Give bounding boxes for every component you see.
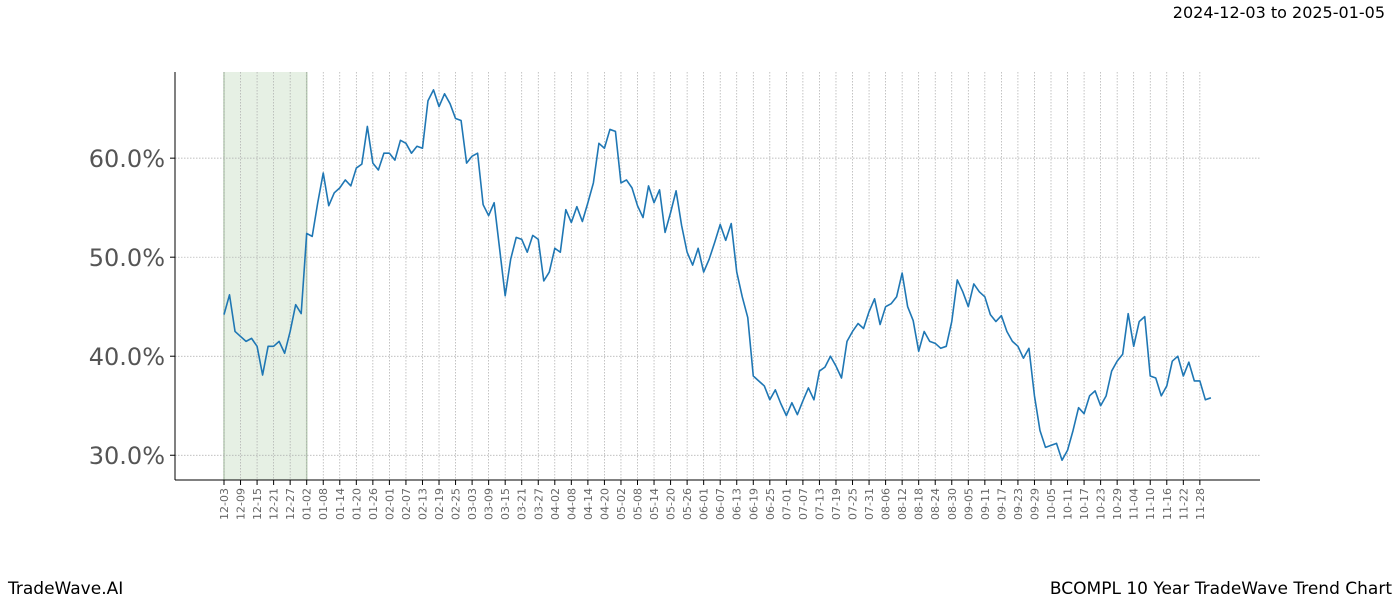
y-tick-label: 60.0% (89, 145, 165, 173)
x-tick-label: 12-09 (235, 488, 248, 520)
x-tick-label: 04-08 (565, 488, 578, 520)
line-series (223, 89, 1212, 461)
x-tick-label: 04-02 (549, 488, 562, 520)
x-tick-label: 11-28 (1194, 488, 1207, 520)
x-tick-label: 02-19 (433, 488, 446, 520)
footer-right: BCOMPL 10 Year TradeWave Trend Chart (1050, 579, 1392, 599)
x-tick-label: 10-23 (1095, 488, 1108, 520)
x-tick-label: 05-20 (665, 488, 678, 520)
y-tick-label: 40.0% (89, 343, 165, 371)
x-tick-label: 09-23 (1012, 488, 1025, 520)
subtitle: 2024-12-03 to 2025-01-05 (1173, 3, 1385, 22)
x-tick-label: 02-13 (416, 488, 429, 520)
x-tick-label: 04-20 (598, 488, 611, 520)
highlight-span (224, 72, 307, 480)
x-tick-label: 06-07 (714, 488, 727, 520)
x-tick-label: 07-25 (847, 488, 860, 520)
x-tick-label: 09-17 (995, 488, 1008, 520)
x-tick-label: 04-14 (582, 488, 595, 520)
x-tick-label: 07-13 (813, 488, 826, 520)
x-tick-label: 01-26 (367, 488, 380, 520)
footer-left: TradeWave.AI (7, 579, 123, 599)
x-tick-label: 08-30 (946, 488, 959, 520)
x-tick-label: 12-27 (284, 488, 297, 520)
x-tick-label: 09-11 (979, 488, 992, 520)
x-tick-label: 02-01 (383, 488, 396, 520)
x-tick-label: 08-12 (896, 488, 909, 520)
x-tick-label: 12-21 (268, 488, 281, 520)
x-tick-label: 01-20 (350, 488, 363, 520)
x-tick-label: 05-02 (615, 488, 628, 520)
x-tick-label: 06-01 (698, 488, 711, 520)
x-tick-label: 11-10 (1144, 488, 1157, 520)
y-tick-label: 30.0% (89, 442, 165, 470)
x-tick-label: 09-29 (1028, 488, 1041, 520)
x-tick-label: 11-04 (1128, 488, 1141, 520)
x-tick-label: 10-29 (1111, 488, 1124, 520)
x-tick-label: 01-08 (317, 488, 330, 520)
x-tick-label: 03-21 (516, 488, 529, 520)
x-tick-label: 11-22 (1177, 488, 1190, 520)
x-tick-label: 07-01 (780, 488, 793, 520)
x-tick-label: 05-26 (681, 488, 694, 520)
x-tick-label: 09-05 (962, 488, 975, 520)
x-tick-label: 10-05 (1045, 488, 1058, 520)
x-tick-label: 03-09 (483, 488, 496, 520)
x-tick-label: 01-14 (334, 488, 347, 520)
y-tick-label: 50.0% (89, 244, 165, 272)
x-tick-label: 08-06 (880, 488, 893, 520)
x-tick-label: 07-19 (830, 488, 843, 520)
x-tick-label: 11-16 (1161, 488, 1174, 520)
x-tick-label: 06-13 (731, 488, 744, 520)
x-tick-label: 06-19 (747, 488, 760, 520)
x-tick-label: 12-15 (251, 488, 264, 520)
x-tick-label: 12-03 (218, 488, 231, 520)
x-tick-label: 06-25 (764, 488, 777, 520)
x-tick-label: 05-14 (648, 488, 661, 520)
x-tick-label: 10-11 (1062, 488, 1075, 520)
x-tick-label: 02-07 (400, 488, 413, 520)
x-tick-label: 03-15 (499, 488, 512, 520)
x-tick-label: 08-24 (929, 488, 942, 520)
x-tick-label: 01-02 (301, 488, 314, 520)
x-tick-label: 07-31 (863, 488, 876, 520)
x-tick-label: 02-25 (450, 488, 463, 520)
x-tick-label: 08-18 (913, 488, 926, 520)
x-tick-label: 05-08 (632, 488, 645, 520)
x-tick-label: 03-27 (532, 488, 545, 520)
x-tick-label: 10-17 (1078, 488, 1091, 520)
x-tick-label: 07-07 (797, 488, 810, 520)
x-tick-label: 03-03 (466, 488, 479, 520)
